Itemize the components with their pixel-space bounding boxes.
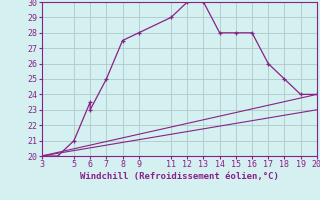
X-axis label: Windchill (Refroidissement éolien,°C): Windchill (Refroidissement éolien,°C) (80, 172, 279, 181)
